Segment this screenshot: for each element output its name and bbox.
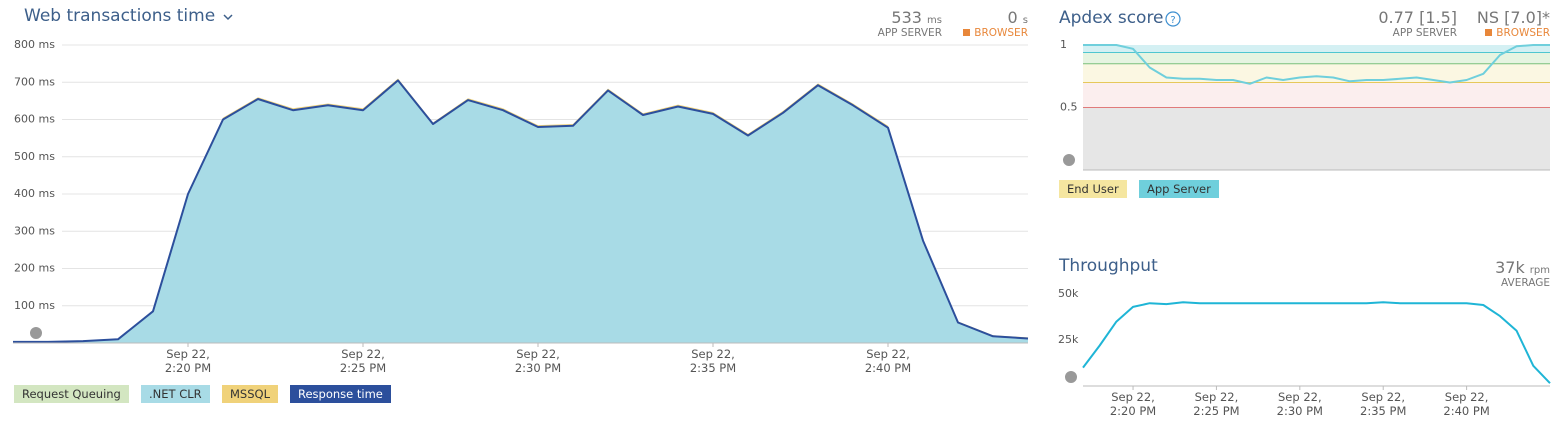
line (1082, 301, 1551, 384)
chart-title: Apdex score (1059, 8, 1164, 28)
summary: 0.77 [1.5] APP SERVER (1378, 8, 1457, 39)
x-tick-label: Sep 22, 2:35 PM (1360, 390, 1407, 418)
x-tick-label: Sep 22, 2:20 PM (1109, 390, 1157, 418)
y-tick-label: 500 ms (14, 150, 55, 163)
toggle-icon[interactable] (1063, 369, 1079, 385)
apdex-band (1083, 107, 1550, 170)
summary-label-row: AVERAGE (1495, 277, 1550, 289)
y-tick-label: 50k (1058, 287, 1079, 300)
y-tick-label: 100 ms (14, 299, 55, 312)
y-tick-label: 400 ms (14, 187, 55, 200)
summary-label-row: BROWSER (963, 27, 1028, 39)
summary-label: APP SERVER (1392, 27, 1457, 39)
help-icon-mark: ? (1170, 15, 1175, 26)
summary-swatch (1485, 29, 1493, 36)
summary-label: APP SERVER (877, 27, 942, 39)
summary-value-row: NS [7.0]* (1477, 8, 1550, 27)
legend-item[interactable]: Request Queuing (14, 385, 129, 403)
summary-swatch (963, 29, 971, 36)
summary-unit: ms (927, 15, 942, 26)
y-tick-label: 0.5 (1060, 101, 1078, 114)
chart-title: Throughput (1059, 256, 1158, 276)
area (13, 80, 1028, 344)
y-tick-label: 25k (1058, 333, 1079, 346)
summary: 37k rpm AVERAGE (1495, 258, 1550, 289)
y-tick-label: 800 ms (14, 38, 55, 51)
summary-value-row: 37k rpm (1495, 258, 1550, 277)
x-tick-label: Sep 22, 2:35 PM (689, 347, 737, 375)
summary-label: BROWSER (974, 27, 1028, 39)
summary-value: 533 (891, 8, 922, 27)
summary: NS [7.0]* BROWSER (1477, 8, 1550, 39)
summary-value-row: 533 ms (878, 8, 942, 27)
dropdown-arrow[interactable] (223, 14, 233, 21)
legend-item[interactable]: MSSQL (222, 385, 278, 403)
chart-title: Web transactions time (24, 6, 216, 26)
y-tick-label: 200 ms (14, 262, 55, 275)
apdex-band (1083, 52, 1550, 64)
x-tick-label: Sep 22, 2:40 PM (864, 347, 912, 375)
summary-label: BROWSER (1496, 27, 1550, 39)
summary-unit: rpm (1529, 265, 1550, 276)
x-tick-label: Sep 22, 2:25 PM (339, 347, 387, 375)
y-tick-label: 600 ms (14, 113, 55, 126)
summary-label-row: BROWSER (1477, 27, 1550, 39)
summary-value: 0 (1007, 8, 1018, 27)
line (13, 79, 1029, 343)
x-tick-label: Sep 22, 2:25 PM (1193, 390, 1240, 418)
summary: 533 ms APP SERVER (878, 8, 942, 39)
summary-label-row: APP SERVER (1378, 27, 1457, 39)
x-tick-label: Sep 22, 2:20 PM (164, 347, 212, 375)
legend-item[interactable]: Response time (290, 385, 391, 403)
toggle-icon[interactable] (1061, 152, 1077, 168)
apdex-band (1083, 63, 1550, 83)
apdex-band (1083, 45, 1550, 53)
y-tick-label: 300 ms (14, 224, 55, 237)
summary-value-row: 0 s (963, 8, 1029, 27)
legend-item[interactable]: End User (1059, 180, 1127, 198)
legend-item[interactable]: App Server (1139, 180, 1219, 198)
x-tick-label: Sep 22, 2:30 PM (1276, 390, 1323, 418)
summary-label: AVERAGE (1501, 277, 1550, 289)
summary-value-row: 0.77 [1.5] (1378, 8, 1457, 27)
summary-value: 0.77 [1.5] (1378, 8, 1457, 27)
summary: 0 s BROWSER (963, 8, 1028, 39)
legend-item[interactable]: .NET CLR (141, 385, 210, 403)
line (1083, 44, 1550, 85)
summary-label-row: APP SERVER (878, 27, 942, 39)
toggle-icon[interactable] (28, 325, 44, 341)
y-tick-label: 1 (1060, 38, 1067, 51)
help-icon[interactable] (1165, 11, 1181, 27)
y-tick-label: 700 ms (14, 75, 55, 88)
apdex-band (1083, 82, 1550, 108)
summary-value: 37k (1495, 258, 1525, 277)
summary-value: NS [7.0]* (1476, 8, 1550, 27)
summary-unit: s (1022, 15, 1028, 26)
x-tick-label: Sep 22, 2:40 PM (1443, 390, 1490, 418)
x-tick-label: Sep 22, 2:30 PM (514, 347, 562, 375)
